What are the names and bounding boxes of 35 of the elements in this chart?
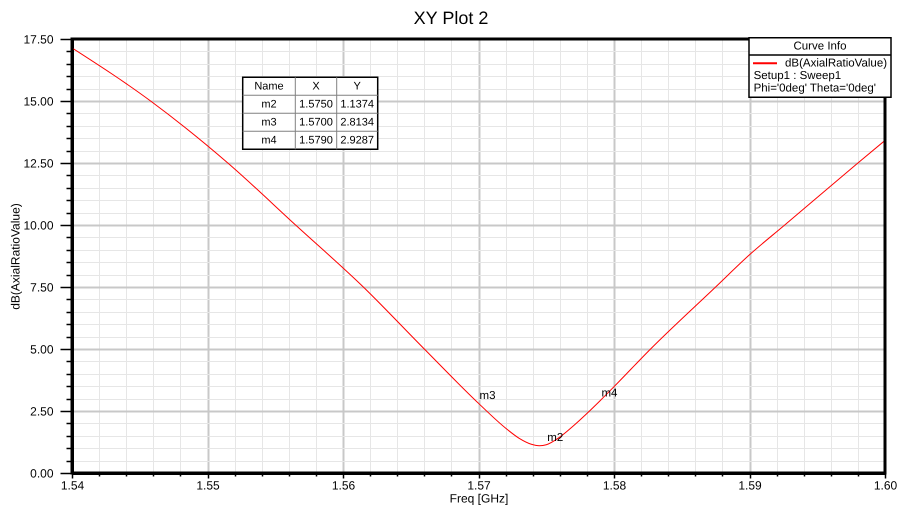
y-tick-label: 17.50: [23, 32, 54, 46]
y-tick-label: 5.00: [30, 342, 54, 356]
x-tick-label: 1.57: [467, 478, 491, 492]
annotation: Y: [354, 80, 362, 92]
legend-label: dB(AxialRatioValue): [785, 57, 888, 70]
y-tick-label: 0.00: [30, 466, 54, 480]
x-tick-label: 1.56: [332, 478, 356, 492]
annotation: m3: [480, 390, 496, 402]
annotation: 1.5700: [299, 116, 333, 128]
annotation: m4: [261, 134, 277, 146]
annotation: m2: [261, 98, 277, 110]
x-tick-label: 1.59: [738, 478, 762, 492]
y-tick-label: 7.50: [30, 280, 54, 294]
y-tick-label: 10.00: [23, 218, 54, 232]
y-tick-label: 2.50: [30, 404, 54, 418]
annotation: X: [312, 80, 320, 92]
annotation: Name: [254, 80, 284, 92]
chart-title: XY Plot 2: [414, 8, 488, 28]
annotation: 1.5750: [299, 98, 333, 110]
annotation: Phi='0deg' Theta='0deg': [754, 82, 876, 94]
x-tick-label: 1.60: [874, 478, 898, 492]
annotation: 1.5790: [299, 134, 333, 146]
annotation: Setup1 : Sweep1: [754, 70, 842, 82]
y-tick-label: 12.50: [23, 156, 54, 170]
y-axis-title: dB(AxialRatioValue): [8, 203, 22, 310]
x-axis-title: Freq [GHz]: [450, 492, 508, 505]
legend-title: Curve Info: [793, 40, 847, 52]
annotation: 1.1374: [340, 98, 374, 110]
x-tick-label: 1.58: [602, 478, 626, 492]
x-tick-label: 1.54: [60, 478, 84, 492]
y-tick-label: 15.00: [23, 94, 54, 108]
annotation: m3: [261, 116, 277, 128]
annotation: 2.9287: [340, 134, 374, 146]
annotation: 2.8134: [340, 116, 374, 128]
x-tick-label: 1.55: [196, 478, 220, 492]
